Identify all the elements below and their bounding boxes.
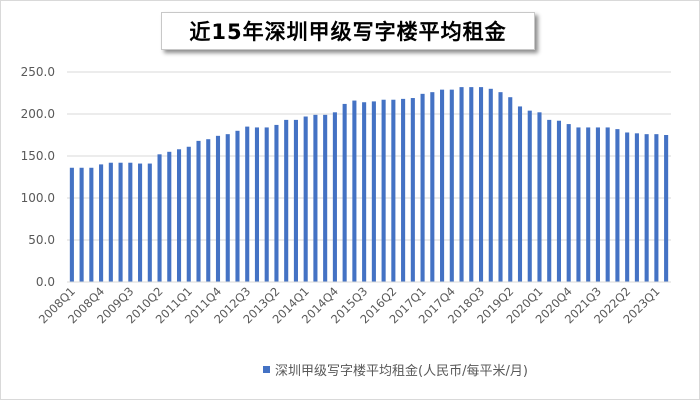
bar [352, 100, 357, 282]
legend-swatch [263, 366, 270, 373]
bar [498, 92, 503, 282]
bar [527, 110, 532, 282]
bar [469, 87, 474, 283]
bar [176, 149, 182, 282]
chart-title-box: 近15年深圳甲级写字楼平均租金 [161, 12, 535, 50]
bar [254, 127, 260, 282]
bar [478, 87, 484, 283]
bar [440, 89, 445, 282]
bar [508, 97, 513, 282]
bar [99, 164, 104, 282]
y-tick-label: 0.0 [36, 275, 55, 289]
bar [342, 103, 347, 282]
bar [79, 167, 84, 282]
legend-label: 深圳甲级写字楼平均租金(人民币/每平米/月) [275, 364, 528, 379]
bar [644, 134, 649, 282]
y-tick-label: 200.0 [21, 107, 55, 121]
x-axis-ticks: 2008Q12008Q42009Q32010Q22011Q12011Q42012… [36, 284, 663, 326]
bar [147, 163, 152, 282]
bar [235, 130, 240, 282]
bar [595, 127, 600, 282]
bar [313, 114, 318, 282]
bar [420, 93, 425, 282]
bar-series [69, 87, 669, 283]
bar [547, 119, 552, 282]
bar [138, 163, 143, 282]
bar [566, 124, 571, 282]
bar [196, 140, 201, 282]
bar [401, 98, 406, 282]
bar [449, 89, 454, 282]
bar [537, 112, 542, 282]
bar [186, 146, 191, 282]
bar [157, 154, 162, 282]
bar [206, 139, 211, 282]
y-tick-label: 150.0 [21, 149, 55, 163]
y-tick-label: 50.0 [28, 233, 55, 247]
bar [128, 162, 133, 282]
bar [69, 167, 74, 282]
bar [167, 151, 172, 282]
bar [371, 101, 376, 283]
bar [625, 132, 630, 282]
bar [274, 124, 279, 282]
bar [293, 119, 298, 282]
bar [586, 127, 591, 282]
bar [245, 126, 250, 282]
bar [381, 99, 386, 282]
bar [118, 162, 123, 282]
bar [634, 133, 639, 282]
bar [459, 87, 464, 283]
bar [430, 92, 435, 282]
bar [89, 167, 94, 282]
y-tick-label: 250.0 [21, 65, 55, 79]
bar [605, 127, 610, 282]
bar [410, 98, 415, 282]
bar [488, 88, 493, 282]
bar [332, 112, 337, 282]
bar [654, 134, 659, 282]
bar [108, 162, 113, 282]
y-tick-label: 100.0 [21, 191, 55, 205]
chart-legend: 深圳甲级写字楼平均租金(人民币/每平米/月) [263, 360, 528, 379]
bar [264, 127, 269, 282]
bar [225, 134, 230, 282]
bar [615, 129, 620, 282]
bar [576, 127, 581, 282]
bar [556, 120, 562, 282]
y-axis-ticks: 0.0 50.0 100.0 150.0 200.0 250.0 [21, 65, 55, 289]
bar [303, 116, 308, 283]
bar [215, 135, 221, 282]
bar [517, 106, 523, 282]
bar [362, 102, 367, 283]
bar [391, 99, 396, 282]
bar [284, 119, 289, 282]
chart-title: 近15年深圳甲级写字楼平均租金 [189, 20, 507, 44]
bar [323, 114, 328, 282]
bar [664, 135, 669, 282]
